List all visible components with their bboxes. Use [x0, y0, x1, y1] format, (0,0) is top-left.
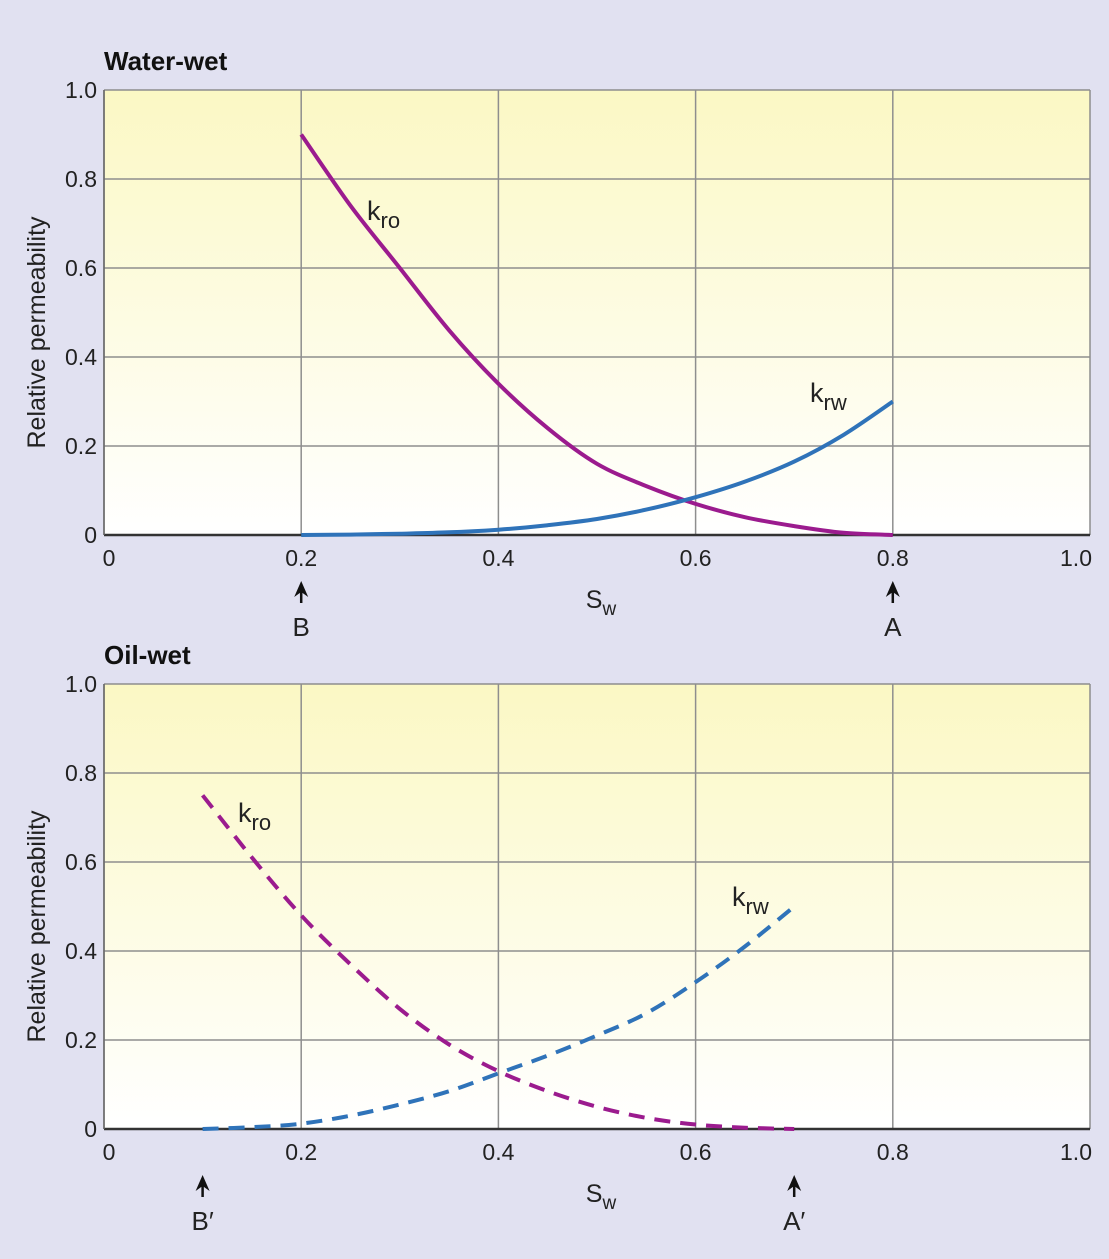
marker-arrow-icon [195, 1175, 210, 1191]
y-axis-ticks: 0 0.2 0.4 0.6 0.8 1.0 [65, 77, 97, 548]
y-tick-label: 0 [84, 1116, 97, 1142]
marker-label: A′ [783, 1206, 805, 1236]
x-axis-ticks: 0 0.2 0.4 0.6 0.8 1.0 [103, 545, 1092, 571]
y-tick-label: 1.0 [65, 671, 97, 697]
series-line-kro [201, 794, 795, 1131]
x-tick-label: 0.6 [680, 545, 712, 571]
y-tick-label: 0.2 [65, 433, 97, 459]
chart-title: Oil-wet [104, 640, 191, 670]
x-axis-label: Sw [586, 1180, 617, 1214]
marker-arrow-icon [885, 581, 900, 597]
x-axis-label: Sw [586, 586, 617, 620]
y-tick-label: 0.4 [65, 344, 97, 370]
grid [103, 683, 1091, 1131]
water-wet-chart: Water-wet 0 0.2 0.4 0.6 0.8 1.0 0 0.2 0.4 0.6 0.8… [23, 46, 1092, 642]
x-tick-label: 0.2 [285, 1139, 317, 1165]
curve-label-krw: krw [732, 882, 769, 919]
x-tick-label: 1.0 [1060, 1139, 1092, 1165]
plot-area [104, 90, 1090, 535]
y-tick-label: 0.4 [65, 938, 97, 964]
y-axis-ticks: 0 0.2 0.4 0.6 0.8 1.0 [65, 671, 97, 1142]
y-tick-label: 0.6 [65, 849, 97, 875]
x-tick-label: 0.4 [482, 545, 514, 571]
x-tick-label: 0 [103, 545, 116, 571]
curve-label-krw: krw [810, 378, 847, 415]
y-tick-label: 1.0 [65, 77, 97, 103]
x-tick-label: 1.0 [1060, 545, 1092, 571]
x-tick-label: 0.8 [877, 545, 909, 571]
y-tick-label: 0.8 [65, 760, 97, 786]
series-line-krw [301, 399, 894, 537]
chart-title: Water-wet [104, 46, 228, 76]
series-line-kro [299, 133, 893, 537]
y-tick-label: 0 [84, 522, 97, 548]
y-axis-label: Relative permeability [23, 216, 51, 449]
y-axis-label: Relative permeability [23, 810, 51, 1043]
x-tick-label: 0.2 [285, 545, 317, 571]
x-tick-label: 0.4 [482, 1139, 514, 1165]
curve-label-kro: kro [367, 196, 400, 233]
marker-group: B′ A′ [191, 1175, 805, 1236]
y-tick-label: 0.8 [65, 166, 97, 192]
series-line-krw [202, 904, 796, 1131]
x-tick-label: 0.8 [877, 1139, 909, 1165]
marker-arrow-icon [787, 1175, 802, 1191]
x-tick-label: 0 [103, 1139, 116, 1165]
plot-area [104, 684, 1090, 1129]
curve-label-kro: kro [238, 798, 271, 835]
series-group [299, 133, 894, 537]
marker-label: B [293, 612, 310, 642]
y-tick-label: 0.6 [65, 255, 97, 281]
grid [103, 89, 1091, 537]
curve-label-group: kro krw [238, 798, 769, 919]
y-tick-label: 0.2 [65, 1027, 97, 1053]
oil-wet-chart: Oil-wet 0 0.2 0.4 0.6 0.8 1.0 0 0.2 0.4 0.6 0.8 1.… [23, 640, 1092, 1236]
x-tick-label: 0.6 [680, 1139, 712, 1165]
x-axis-ticks: 0 0.2 0.4 0.6 0.8 1.0 [103, 1139, 1092, 1165]
marker-label: B′ [191, 1206, 213, 1236]
curve-label-group: kro krw [367, 196, 847, 415]
marker-arrow-icon [294, 581, 309, 597]
series-group [201, 794, 796, 1131]
marker-label: A [884, 612, 902, 642]
